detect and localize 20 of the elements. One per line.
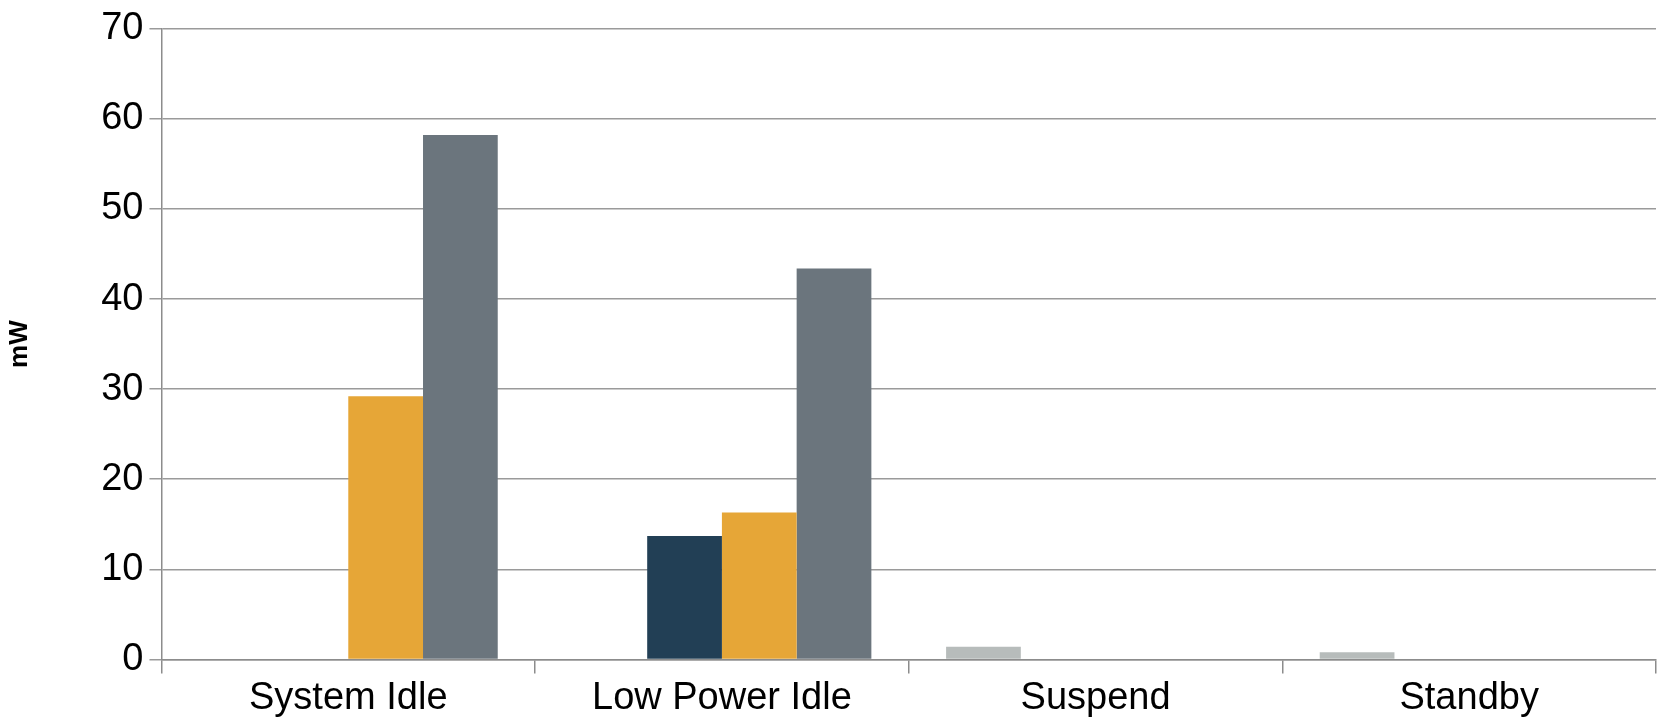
y-tick-label: 60	[101, 95, 144, 138]
x-tick-label: Low Power Idle	[592, 674, 852, 717]
x-tick-label: Suspend	[1020, 674, 1171, 717]
y-axis-title: mW	[2, 319, 33, 368]
bar	[1319, 652, 1395, 659]
bar	[647, 535, 722, 659]
y-tick-label: 0	[122, 635, 144, 678]
y-tick-label: 70	[101, 5, 144, 48]
bar	[946, 646, 1021, 659]
y-tick-label: 30	[101, 365, 144, 408]
bar	[348, 396, 424, 659]
bar	[721, 512, 797, 659]
y-tick-label: 20	[101, 455, 144, 498]
y-tick-label: 40	[101, 275, 144, 318]
y-tick-label: 50	[101, 185, 144, 228]
y-tick-label: 10	[101, 545, 144, 588]
bar	[423, 135, 498, 659]
x-tick-label: System Idle	[249, 674, 448, 717]
bar	[796, 268, 872, 659]
x-tick-label: Standby	[1399, 674, 1539, 717]
